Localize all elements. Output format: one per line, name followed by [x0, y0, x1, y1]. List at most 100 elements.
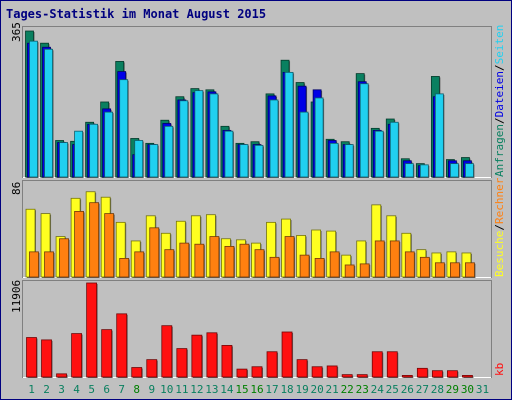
x-label-day-10: 10 [160, 383, 173, 396]
x-axis-day-labels: 1 2 3 4 5 6 7 8 9 10 11 12 13 14 15 16 17 18 19 20 21 22 23 24 2… [28, 383, 489, 396]
x-label-day-6: 6 [103, 383, 110, 396]
bar-rechner-day-27 [419, 256, 430, 278]
bar-rechner-day-6 [104, 213, 115, 278]
x-label-day-2: 2 [43, 383, 50, 396]
x-label-day-9: 9 [148, 383, 155, 396]
bar-seiten-day-11 [179, 100, 189, 178]
legend-kb: kb [493, 363, 506, 376]
legend-seiten: Seiten [493, 25, 506, 65]
x-label-day-24: 24 [371, 383, 385, 396]
bar-rechner-day-12 [194, 243, 205, 278]
bar-rechner-day-3 [59, 238, 69, 278]
bar-rechner-day-30 [465, 262, 475, 278]
bar-kb-day-12 [191, 334, 203, 378]
bar-seiten-day-23 [359, 83, 369, 178]
chart-title: Tages-Statistik im Monat August 2015 [6, 7, 266, 21]
y-axis-max-label-middle: 86 [10, 182, 23, 195]
bar-seiten-day-27 [419, 164, 429, 178]
bar-rechner-day-2 [44, 251, 54, 278]
bar-seiten-day-21 [329, 142, 339, 178]
bar-seiten-day-10 [164, 125, 174, 178]
bar-seiten-day-14 [224, 130, 234, 178]
bar-kb-day-30 [462, 375, 473, 378]
bar-seiten-day-25 [389, 121, 399, 178]
y-axis-max-label-top: 365 [10, 22, 23, 42]
bar-seiten-day-24 [374, 130, 384, 178]
bar-kb-day-19 [296, 359, 308, 378]
bar-kb-day-17 [266, 351, 278, 378]
x-label-day-26: 26 [401, 383, 414, 396]
legend-bottom: kb [493, 363, 506, 376]
bar-rechner-day-7 [119, 258, 130, 278]
x-label-day-16: 16 [250, 383, 263, 396]
x-label-day-7: 7 [118, 383, 125, 396]
bar-seiten-day-7 [119, 79, 129, 178]
legend-separator: / [493, 64, 506, 71]
x-label-day-12: 12 [190, 383, 203, 396]
bar-rechner-day-9 [149, 227, 160, 278]
bar-kb-day-18 [281, 331, 293, 378]
legend-dateien: Dateien [493, 71, 506, 117]
legend-separator: / [493, 117, 506, 124]
bar-kb-day-13 [206, 332, 218, 378]
bar-seiten-day-5 [89, 123, 99, 178]
x-label-day-1: 1 [28, 383, 35, 396]
bar-seiten-day-29 [450, 163, 459, 178]
bar-rechner-day-13 [209, 236, 220, 278]
panel-visits-hosts [22, 180, 492, 278]
bar-seiten-day-12 [194, 90, 204, 178]
bar-kb-day-20 [311, 366, 323, 378]
bar-seiten-day-20 [314, 97, 324, 178]
bar-kb-day-5 [86, 282, 98, 378]
bar-seiten-day-2 [44, 48, 53, 178]
x-label-day-3: 3 [58, 383, 65, 396]
bar-rechner-day-18 [284, 236, 295, 278]
bar-rechner-day-15 [239, 243, 250, 278]
bar-rechner-day-19 [299, 254, 310, 278]
bar-seiten-day-17 [269, 99, 279, 178]
bar-kb-day-25 [386, 351, 398, 378]
bar-rechner-day-10 [164, 249, 175, 278]
x-label-day-29: 29 [446, 383, 459, 396]
bar-rechner-day-8 [134, 251, 145, 278]
bar-seiten-day-16 [254, 144, 264, 178]
bar-kb-day-11 [176, 348, 188, 378]
x-label-day-23: 23 [356, 383, 369, 396]
x-label-day-5: 5 [88, 383, 95, 396]
bar-rechner-day-17 [269, 256, 280, 278]
bar-seiten-day-15 [239, 144, 249, 178]
bar-rechner-day-20 [314, 258, 325, 278]
legend-anfragen: Anfragen [493, 124, 506, 177]
x-label-day-17: 17 [265, 383, 278, 396]
bar-rechner-day-16 [254, 249, 265, 278]
bar-seiten-day-6 [104, 111, 114, 178]
x-label-day-14: 14 [220, 383, 234, 396]
x-label-day-18: 18 [280, 383, 293, 396]
bar-rechner-day-29 [450, 262, 460, 278]
bar-rechner-day-23 [359, 263, 370, 278]
bar-seiten-day-19 [299, 111, 309, 178]
legend-top: Anfragen/Dateien/Seiten [493, 25, 506, 177]
bar-seiten-day-4 [74, 130, 83, 178]
bar-seiten-day-22 [344, 144, 354, 178]
bar-rechner-day-28 [434, 262, 445, 278]
x-label-day-22: 22 [341, 383, 354, 396]
bar-kb-day-21 [326, 365, 338, 378]
x-label-day-15: 15 [235, 383, 248, 396]
x-label-day-21: 21 [326, 383, 339, 396]
bar-kb-day-27 [416, 367, 428, 378]
bar-kb-day-2 [41, 339, 52, 378]
bar-rechner-day-14 [224, 245, 235, 278]
legend-middle: Besuche/Rechner [493, 177, 506, 277]
bar-kb-day-23 [356, 374, 368, 378]
bar-kb-day-6 [101, 329, 113, 378]
bar-kb-day-10 [161, 325, 173, 378]
legend-besuche: Besuche [493, 231, 506, 277]
bar-rechner-day-21 [329, 251, 340, 278]
bar-kb-day-3 [56, 373, 67, 378]
bar-kb-day-8 [131, 367, 143, 378]
x-label-day-27: 27 [416, 383, 429, 396]
bar-kb-day-26 [401, 375, 413, 378]
